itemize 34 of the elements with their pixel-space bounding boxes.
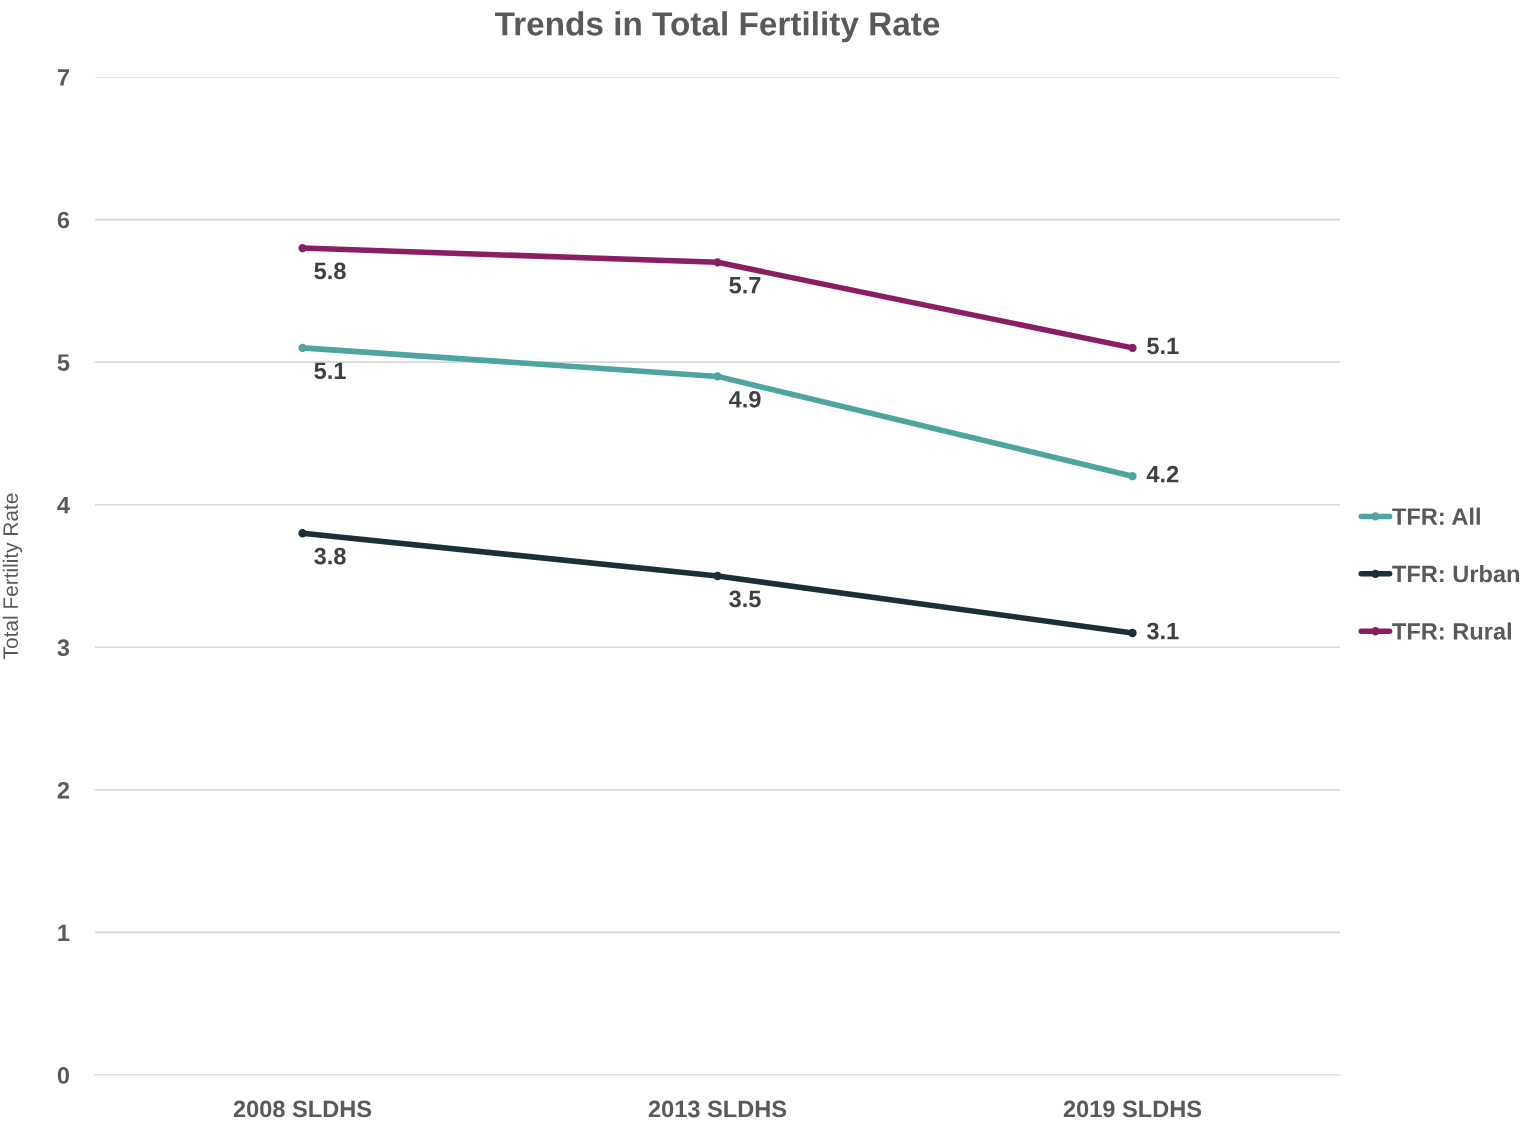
point xyxy=(1128,343,1137,353)
data-label: 4.9 xyxy=(728,390,761,408)
x-tick-label: 2019 SLDHS xyxy=(1063,1100,1202,1118)
point xyxy=(298,529,307,538)
data-label: 5.1 xyxy=(314,362,346,380)
data-label: 5.1 xyxy=(1147,337,1179,355)
y-tick-label: 1 xyxy=(58,924,70,941)
y-tick-label: 0 xyxy=(57,1067,70,1084)
point xyxy=(298,343,307,353)
point xyxy=(713,372,722,381)
legend-label: TFR: Rural xyxy=(1392,622,1511,640)
data-label: 4.2 xyxy=(1146,465,1179,483)
legend-label: TFR: All xyxy=(1392,507,1480,525)
point xyxy=(713,571,722,581)
y-tick-label: 6 xyxy=(57,211,70,229)
data-label: 3.8 xyxy=(314,547,346,565)
data-label: 5.8 xyxy=(314,262,346,280)
point xyxy=(298,243,307,253)
y-tick-label: 7 xyxy=(57,69,69,86)
y-tick-label: 4 xyxy=(57,497,70,514)
data-label: 3.1 xyxy=(1146,622,1179,640)
point xyxy=(1128,628,1137,638)
data-label: 5.7 xyxy=(729,277,761,294)
y-axis-title: Total Fertility Rate xyxy=(2,493,23,659)
x-tick-label: 2008 SLDHS xyxy=(233,1100,372,1118)
x-tick-label: 2013 SLDHS xyxy=(648,1100,787,1118)
y-tick-label: 2 xyxy=(57,781,70,799)
legend-label: TFR: Urban xyxy=(1392,564,1520,583)
y-tick-label: 3 xyxy=(57,639,70,657)
point xyxy=(713,258,722,267)
data-label: 3.5 xyxy=(729,590,761,608)
point xyxy=(1128,472,1137,481)
chart-title: Trends in Total Fertility Rate xyxy=(495,11,940,43)
y-tick-label: 5 xyxy=(57,354,70,371)
